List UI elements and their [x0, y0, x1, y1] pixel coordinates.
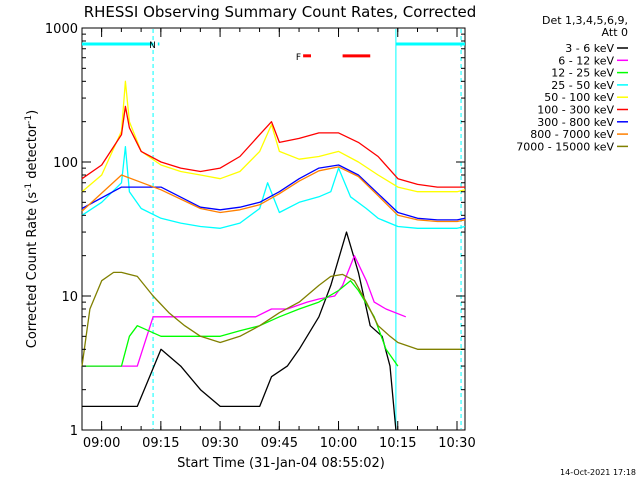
legend-entry-label: 50 - 100 keV	[544, 91, 614, 104]
plot-area: NF	[81, 27, 466, 431]
legend-entry-label: 12 - 25 keV	[551, 67, 614, 80]
x-tick-label: 09:45	[261, 436, 298, 451]
legend-header-line: Det 1,3,4,5,6,9,	[542, 14, 628, 27]
x-tick-label: 10:00	[320, 436, 357, 451]
y-tick-label: 1000	[45, 22, 78, 37]
flag-label-4: F	[296, 53, 301, 63]
series-line-1	[82, 231, 397, 431]
legend-entry-label: 100 - 300 keV	[537, 104, 614, 117]
x-axis-label: Start Time (31-Jan-04 08:55:02)	[177, 456, 385, 471]
y-tick-label: 100	[53, 156, 78, 171]
flag-label-2: N	[149, 41, 156, 51]
series-line-6	[81, 105, 465, 188]
legend-entry-label: 6 - 12 keV	[558, 54, 614, 67]
series-group	[81, 80, 466, 431]
x-tick-label: 09:00	[83, 436, 120, 451]
series-line-2	[82, 255, 407, 367]
y-axis: 1 10 100 1000	[45, 22, 465, 439]
y-axis-label: Corrected Count Rate (s-1 detector-1)	[24, 110, 40, 348]
x-tick-label: 09:30	[201, 436, 238, 451]
y-tick-label: 1	[70, 424, 78, 439]
chart-title: RHESSI Observing Summary Count Rates, Co…	[84, 3, 477, 21]
plot-frame	[81, 27, 466, 431]
series-line-7	[81, 164, 466, 221]
y-axis-label-text: Corrected Count Rate (s-1 detector-1)	[24, 110, 40, 348]
series-line-3	[82, 280, 399, 367]
legend-entry-label: 800 - 7000 keV	[530, 128, 614, 141]
legend-entry-label: 3 - 6 keV	[565, 42, 614, 55]
legend-entry-label: 7000 - 15000 keV	[516, 140, 614, 153]
series-line-5	[81, 80, 466, 193]
legend-header-line: Att 0	[602, 26, 628, 39]
series-line-9	[81, 271, 465, 367]
y-tick-label: 10	[61, 290, 78, 305]
x-tick-label: 10:15	[379, 436, 416, 451]
legend-entry-label: 25 - 50 keV	[551, 79, 614, 92]
legend-entry-label: 300 - 800 keV	[537, 116, 614, 129]
x-axis: 09:00 09:15 09:30 09:45 10:00 10:15 10:30	[83, 28, 476, 451]
x-tick-label: 09:15	[142, 436, 179, 451]
timestamp: 14-Oct-2021 17:18	[560, 468, 636, 477]
x-tick-label: 10:30	[438, 436, 475, 451]
series-line-8	[81, 166, 466, 223]
